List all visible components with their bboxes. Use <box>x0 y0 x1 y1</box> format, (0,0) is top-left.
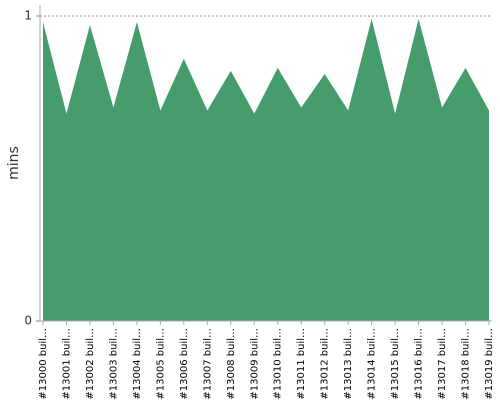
x-tick-label: #13012 buil… <box>320 328 331 400</box>
x-tick-label: #13013 buil… <box>343 328 354 400</box>
x-tick-label: #13002 buil… <box>85 328 96 400</box>
x-tick-label: #13003 buil… <box>108 328 119 400</box>
y-tick-label: 1 <box>24 9 32 23</box>
x-tick-label: #13007 buil… <box>202 328 213 400</box>
x-tick-label: #13008 buil… <box>226 328 237 400</box>
y-tick-label: 0 <box>24 314 32 328</box>
x-tick-label: #13006 buil… <box>179 328 190 400</box>
x-tick-label: #13001 buil… <box>61 328 72 400</box>
x-tick-label: #13000 buil… <box>38 328 49 400</box>
x-tick-label: #13004 buil… <box>132 328 143 400</box>
x-tick-label: #13009 buil… <box>249 328 260 400</box>
x-tick-label: #13018 buil… <box>461 328 472 400</box>
y-axis-label: mins <box>6 146 22 180</box>
x-tick-label: #13011 buil… <box>296 328 307 400</box>
x-tick-label: #13014 buil… <box>367 328 378 400</box>
area <box>43 19 489 322</box>
x-tick-label: #13005 buil… <box>155 328 166 400</box>
x-tick-label: #13010 buil… <box>273 328 284 400</box>
x-tick-label: #13016 buil… <box>414 328 425 400</box>
x-tick-label: #13015 buil… <box>390 328 401 400</box>
x-tick-label: #13017 buil… <box>437 328 448 400</box>
x-tick-label: #13019 buil… <box>484 328 495 400</box>
